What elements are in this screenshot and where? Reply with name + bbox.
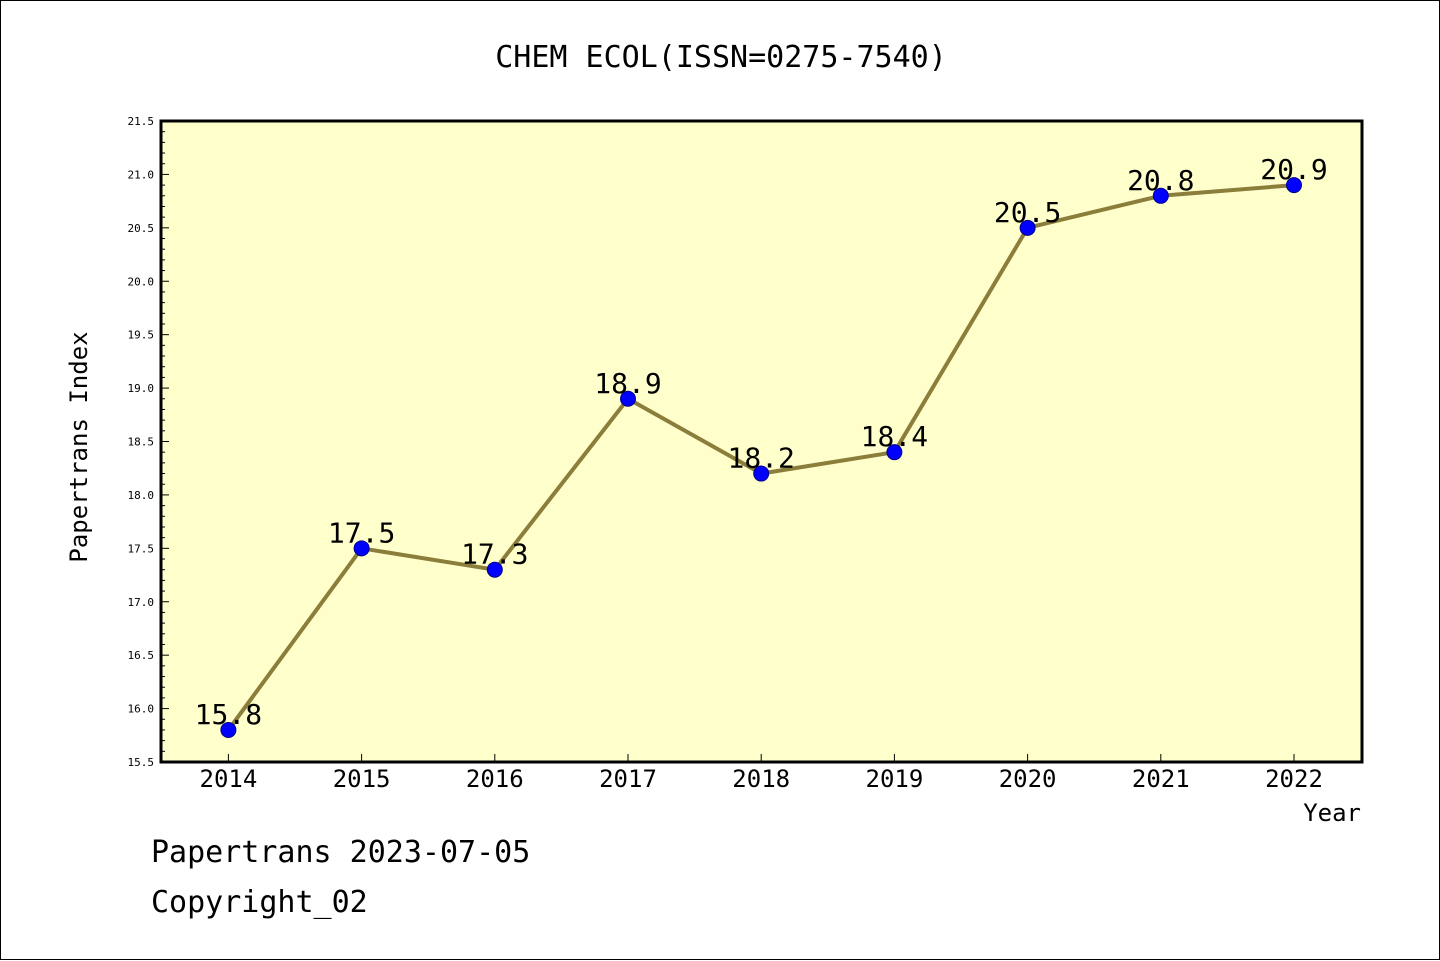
data-point xyxy=(1286,177,1302,194)
x-tick-label: 2016 xyxy=(466,765,524,793)
data-label: 20.9 xyxy=(1260,153,1327,186)
y-tick-label: 21.5 xyxy=(128,115,155,128)
y-tick-label: 18.0 xyxy=(128,489,155,502)
x-tick-label: 2017 xyxy=(599,765,657,793)
data-label: 15.8 xyxy=(195,698,262,731)
data-label: 18.2 xyxy=(727,442,794,475)
y-axis-label: Papertrans Index xyxy=(65,331,93,562)
data-label: 18.4 xyxy=(861,420,928,453)
x-tick-label: 2019 xyxy=(866,765,924,793)
data-point xyxy=(220,721,237,738)
data-label: 20.5 xyxy=(994,196,1061,229)
y-tick-label: 18.5 xyxy=(128,436,155,449)
y-tick-label: 20.5 xyxy=(128,222,155,235)
x-tick-label: 2018 xyxy=(732,765,790,793)
series-layer: 15.8 17.5 17.3 18.9 18.2 18.4 20.5 20.8 20.9 xyxy=(195,153,1328,738)
y-tick-label: 19.5 xyxy=(128,329,155,342)
plot-border xyxy=(159,119,1364,764)
y-tick-label: 20.0 xyxy=(128,275,155,288)
x-tick-label: 2020 xyxy=(999,765,1057,793)
y-tick-label: 16.0 xyxy=(128,703,155,716)
x-axis-label: Year xyxy=(1303,799,1361,827)
data-label: 18.9 xyxy=(594,367,661,400)
x-tick-label: 2022 xyxy=(1265,765,1323,793)
data-point xyxy=(753,465,770,482)
data-point xyxy=(1019,219,1036,236)
y-tick-label: 16.5 xyxy=(128,649,155,662)
y-tick-label: 17.5 xyxy=(128,542,155,555)
data-label: 17.5 xyxy=(328,516,395,549)
x-tick-label: 2015 xyxy=(333,765,391,793)
data-point xyxy=(1152,187,1169,204)
x-axis: 2014 2015 2016 2017 2018 2019 2020 2021 2022 xyxy=(200,754,1323,793)
y-tick-label: 21.0 xyxy=(128,168,155,181)
data-label: 17.3 xyxy=(461,538,528,571)
y-tick-label: 19.0 xyxy=(128,382,155,395)
x-tick-label: 2021 xyxy=(1132,765,1190,793)
y-tick-label: 17.0 xyxy=(128,596,155,609)
data-point xyxy=(486,561,503,578)
y-tick-label: 15.5 xyxy=(128,756,155,769)
footer-date-text: Papertrans 2023-07-05 xyxy=(151,835,531,870)
chart-title: CHEM ECOL(ISSN=0275-7540) xyxy=(495,40,947,75)
x-tick-label: 2014 xyxy=(200,765,258,793)
data-point xyxy=(620,390,636,407)
data-point xyxy=(353,540,370,557)
plot-area xyxy=(161,121,1362,762)
data-point xyxy=(886,444,903,461)
y-axis: 15.5 16.0 16.5 17.0 17.5 18.0 18.5 19.0 19.5 20.0… xyxy=(128,115,169,769)
footer-copyright-text: Copyright_02 xyxy=(151,885,368,920)
data-label: 20.8 xyxy=(1127,164,1194,197)
